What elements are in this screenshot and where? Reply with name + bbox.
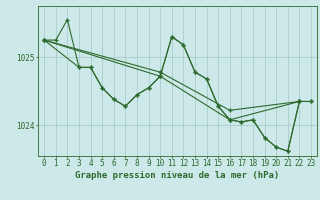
X-axis label: Graphe pression niveau de la mer (hPa): Graphe pression niveau de la mer (hPa) (76, 171, 280, 180)
